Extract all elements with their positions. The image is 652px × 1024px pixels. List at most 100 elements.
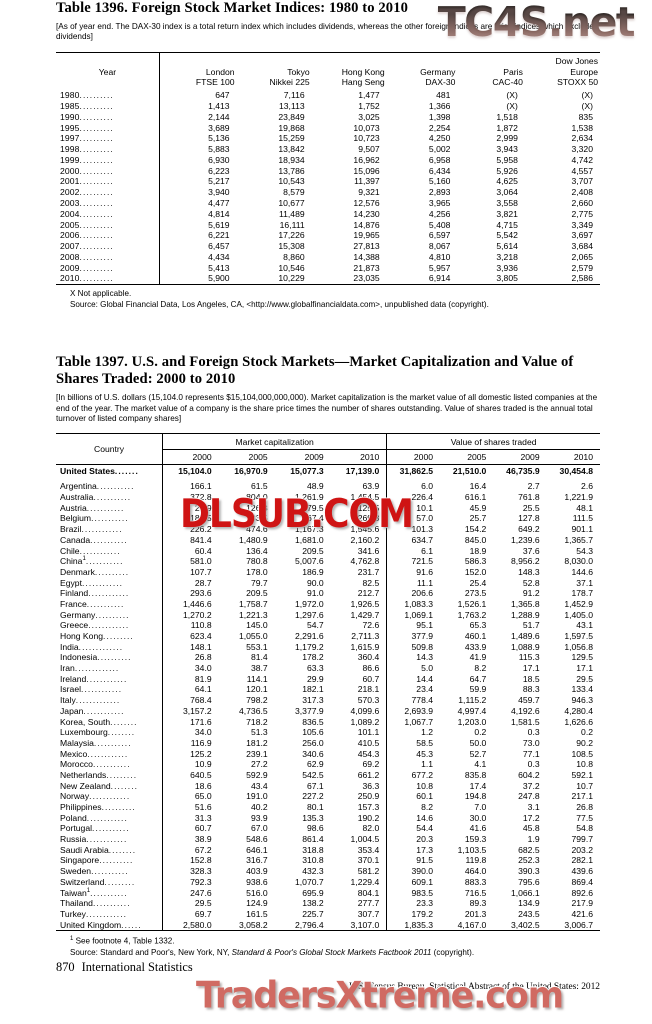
cell-value: 721.5 xyxy=(386,555,441,567)
cell-value: 1,288.9 xyxy=(510,609,540,620)
cell-value: 0.3 xyxy=(527,759,540,770)
row-label-country: United States....... xyxy=(60,465,139,476)
cell-value: 9,321 xyxy=(358,187,380,198)
cell-value: 129.5 xyxy=(571,652,593,663)
cell-value: 11,397 xyxy=(354,176,380,187)
header-hong-kong: Hong Kong Hang Seng xyxy=(311,52,387,90)
cell-value: 4,099.6 xyxy=(350,705,380,716)
cell-value: 115.3 xyxy=(518,652,540,663)
cell-value: 54.7 xyxy=(306,620,324,631)
row-label-year: 1997.......... xyxy=(60,133,114,144)
cell-value: 1,229.4 xyxy=(350,876,380,887)
row-label-year: 2003.......... xyxy=(60,197,114,208)
cell-value: 62.9 xyxy=(306,759,324,770)
cell-value: 3,943 xyxy=(496,144,518,155)
cell-value: 1,398 xyxy=(428,111,451,122)
cell-value: 6,221 xyxy=(158,229,237,241)
cell-value: 37.1 xyxy=(576,577,593,588)
cell-value: 2,291.6 xyxy=(295,631,324,642)
row-label-country: Thailand........... xyxy=(60,898,131,909)
footnote-1-1397: 1 See footnote 4, Table 1332. xyxy=(70,935,600,948)
cell-value: 51.3 xyxy=(250,727,268,738)
cell-value: 1,297.6 xyxy=(295,609,324,620)
cell-value: 0.2 xyxy=(474,727,487,738)
cell-value: 34.0 xyxy=(162,662,219,674)
cell-value: 23,035 xyxy=(311,273,387,285)
cell-value: 792.3 xyxy=(162,876,219,888)
cell-value: 283.5 xyxy=(246,513,268,524)
cell-value: 14,876 xyxy=(353,219,380,230)
row-label-country: United Kingdom...... xyxy=(56,919,163,931)
cell-value: 1,221.9 xyxy=(564,492,593,503)
cell-value: 41.9 xyxy=(469,652,487,663)
cell-value: 1,405.0 xyxy=(564,609,593,620)
cell-value: 69.2 xyxy=(362,759,380,770)
cell-value: 6,958 xyxy=(428,154,451,165)
row-label-country: Austria........... xyxy=(60,502,125,513)
row-label-country: Chile............ xyxy=(60,545,121,556)
cell-value: 19,868 xyxy=(278,122,305,133)
cell-value: 178.7 xyxy=(571,588,593,599)
cell-value: 17.1 xyxy=(576,663,593,674)
row-label-year: 1998.......... xyxy=(60,144,114,155)
cell-value: 133.4 xyxy=(571,684,593,695)
row-label-country: Switzerland......... xyxy=(60,876,136,887)
table-row: Korea, South........ 171.6 718.2 836.5 1,089… xyxy=(56,716,600,727)
cell-value: 15,104.0 xyxy=(162,464,219,477)
cell-value: 377.9 xyxy=(386,630,441,642)
table-row: Russia............ 38.9 548.6 861.4 1,004.5 2… xyxy=(56,833,600,845)
cell-value: 17,226 xyxy=(278,230,305,241)
table-1396-footnotes: X Not applicable. Source: Global Financi… xyxy=(56,289,600,311)
row-label-country: Germany.......... xyxy=(60,609,130,620)
table-row: Singapore.......... 152.8 316.7 310.8 370.1 9… xyxy=(56,855,600,866)
table-row: Poland............ 31.3 93.9 135.3 190.2 14.6… xyxy=(56,812,600,824)
cell-value: 1,872 xyxy=(496,122,518,133)
cell-value: 3,965 xyxy=(428,197,451,208)
page-source-line: U.S. Census Bureau, Statistical Abstract… xyxy=(348,982,600,992)
header-mc-2005: 2005 xyxy=(218,449,275,466)
table-1397-group-row: Country Market capitalization Value of s… xyxy=(56,433,600,466)
cell-value: 6,434 xyxy=(428,165,451,176)
cell-value: 5,002 xyxy=(428,144,451,155)
cell-value: 360.4 xyxy=(357,652,380,663)
table-1396-header-row: Year London FTSE 100 Tokyo Nikkei 225 Ho… xyxy=(56,52,600,90)
row-label-country: Egypt............ xyxy=(60,577,124,588)
row-label-country: New Zealand........ xyxy=(60,780,139,791)
cell-value: 1,179.2 xyxy=(295,641,324,652)
header-germany: Germany DAX-30 xyxy=(386,52,458,90)
cell-value: 4,250 xyxy=(428,133,451,144)
cell-value: 45.3 xyxy=(386,748,441,759)
cell-value: 166.1 xyxy=(162,481,219,492)
table-row: Norway............ 65.0 191.0 227.2 250.9 60.… xyxy=(56,791,600,802)
cell-value: 2,586 xyxy=(524,273,600,285)
cell-value: 4,167.0 xyxy=(440,919,494,931)
cell-value: 3,006.7 xyxy=(546,919,600,931)
cell-value: 3,697 xyxy=(571,230,593,241)
cell-value: 938.6 xyxy=(246,876,268,887)
cell-value: 27,813 xyxy=(353,241,380,252)
cell-value: 101.3 xyxy=(386,523,441,535)
table-row: 2010.......... 5,900 10,229 23,035 6,914 3,80… xyxy=(56,273,600,285)
row-label-country: Greece............ xyxy=(60,620,130,631)
cell-value: 421.6 xyxy=(571,908,593,919)
cell-value: 45.9 xyxy=(469,502,487,513)
cell-value: 72.6 xyxy=(362,620,380,631)
table-row: Chile............ 60.4 136.4 209.5 341.6 6.1 1… xyxy=(56,545,600,556)
cell-value: 23,849 xyxy=(278,111,305,122)
cell-value: 159.3 xyxy=(464,834,487,845)
table-row: 2002.......... 3,940 8,579 9,321 2,893 3,064 2… xyxy=(56,186,600,198)
table-1397-footnotes: 1 See footnote 4, Table 1332. Source: St… xyxy=(56,935,600,959)
cell-value: 340.6 xyxy=(302,748,324,759)
cell-value: 7,116 xyxy=(283,90,305,101)
cell-value: 17.2 xyxy=(522,812,540,823)
cell-value: 11.1 xyxy=(386,577,441,588)
cell-value: 11,489 xyxy=(279,208,305,219)
cell-value: 798.2 xyxy=(246,695,268,706)
cell-value: 1,203.0 xyxy=(457,716,487,727)
spacer-cell xyxy=(386,476,441,482)
table-row: Finland............ 293.6 209.5 91.0 212.7 20… xyxy=(56,587,600,599)
table-row: Brazil............ 226.2 474.6 1,167.3 1,545… xyxy=(56,523,600,535)
table-1396-headnote: [As of year end. The DAX-30 index is a t… xyxy=(56,21,594,42)
cell-value: 217.9 xyxy=(571,898,593,909)
cell-value: 182.5 xyxy=(162,513,219,524)
